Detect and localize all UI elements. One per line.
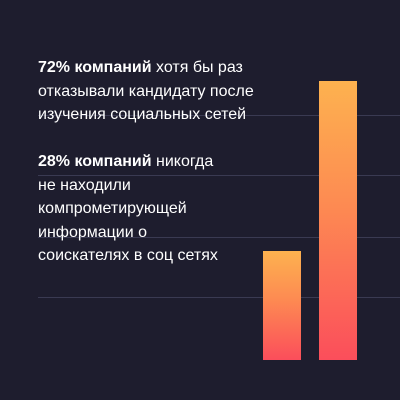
stat-72-text: 72% компаний хотя бы раз отказывали канд…: [38, 56, 254, 127]
stat-72-line-1: 72% компаний хотя бы раз: [38, 56, 254, 80]
stat-72-line-3: изучения социальных сетей: [38, 106, 247, 123]
gridline: [38, 297, 400, 298]
gridline: [38, 175, 400, 176]
stat-72-line-1-rest: хотя бы раз: [151, 59, 243, 76]
stat-28-line-5: соискателях в соц сетях: [38, 247, 218, 264]
bar-2: [319, 81, 357, 360]
stat-72-bold: 72% компаний: [38, 59, 152, 76]
bar-1: [263, 251, 301, 360]
stat-28-bold: 28% компаний: [38, 153, 152, 170]
gridline: [38, 237, 400, 238]
gridline: [38, 115, 400, 116]
stat-28-line-1-rest: никогда: [151, 153, 214, 170]
stat-28-line-4: информации о: [38, 223, 148, 241]
stat-28-line-2: не находили: [38, 176, 131, 194]
stat-28-line-1: 28% компаний никогда: [38, 150, 218, 174]
stat-28-line-3: компрометирующей: [38, 200, 187, 217]
stat-72-line-2: отказывали кандидату после: [38, 82, 254, 100]
stat-28-text: 28% компаний никогда не находили компром…: [38, 150, 218, 268]
